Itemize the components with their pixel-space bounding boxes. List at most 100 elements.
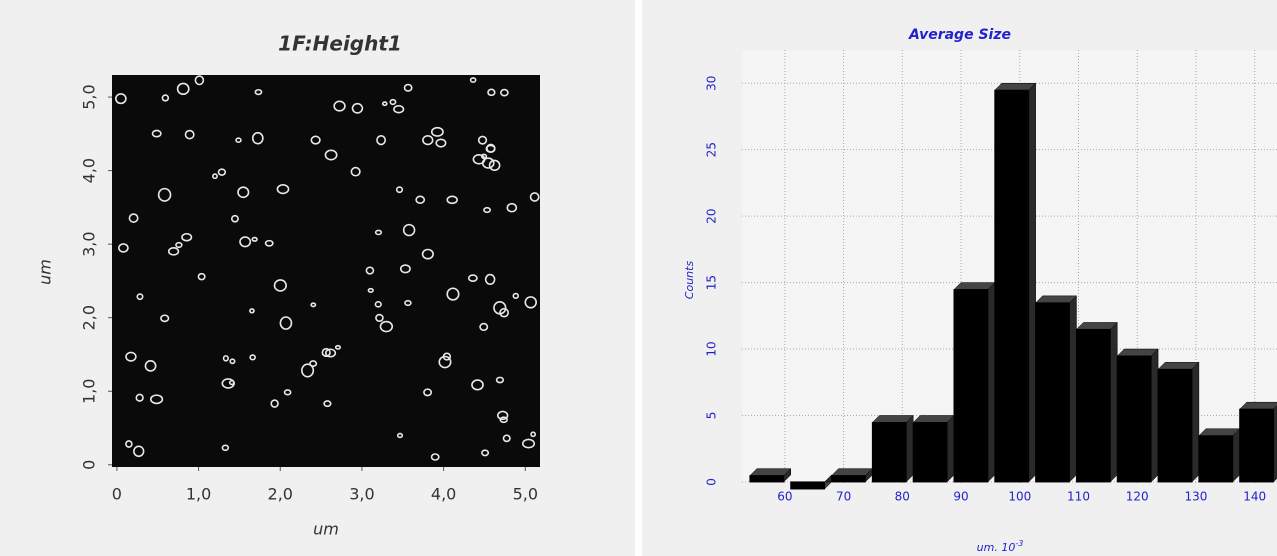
particle xyxy=(365,266,375,275)
bar-top xyxy=(749,468,792,476)
particle xyxy=(228,379,235,386)
particle xyxy=(430,453,440,461)
particle xyxy=(430,126,444,137)
particle xyxy=(506,202,518,213)
x-axis-label: um. 10-3 xyxy=(977,539,1024,555)
particle xyxy=(249,308,255,314)
bar xyxy=(790,481,826,490)
particle xyxy=(160,314,170,323)
particle xyxy=(151,129,162,138)
particle xyxy=(522,438,536,449)
particle xyxy=(270,399,279,408)
bar xyxy=(1116,355,1152,483)
x-axis-label-base: um. 10 xyxy=(977,541,1016,554)
bar xyxy=(1198,435,1234,483)
particle xyxy=(301,363,315,378)
particle xyxy=(446,195,458,205)
particle xyxy=(367,287,374,293)
particle xyxy=(422,135,434,146)
bar-side xyxy=(1110,321,1118,483)
particle xyxy=(495,376,505,384)
particle xyxy=(149,394,164,405)
particle xyxy=(493,301,507,315)
bar xyxy=(1239,408,1275,483)
x-tick-label: 90 xyxy=(953,490,968,504)
bar-top xyxy=(1116,348,1159,357)
bar-top xyxy=(1035,295,1078,304)
bar xyxy=(1035,302,1070,483)
x-tick-label: 120 xyxy=(1126,490,1149,504)
bar xyxy=(831,475,866,483)
particle xyxy=(502,434,511,443)
particle xyxy=(118,243,129,253)
particle xyxy=(375,313,384,323)
particle xyxy=(333,100,346,112)
particle xyxy=(237,186,250,199)
bar-top xyxy=(912,415,955,423)
height-image xyxy=(112,75,540,467)
particle xyxy=(125,351,137,362)
particle xyxy=(350,166,361,177)
particle xyxy=(229,358,236,365)
particle xyxy=(135,393,144,402)
bar xyxy=(871,421,907,483)
bar-top xyxy=(871,415,914,423)
particle xyxy=(276,184,290,195)
bar-top xyxy=(830,468,873,476)
particle xyxy=(161,94,170,102)
particle xyxy=(379,320,394,333)
y-tick-label: 0 xyxy=(80,460,99,470)
particle xyxy=(197,272,206,281)
particle xyxy=(415,195,426,204)
particle xyxy=(221,444,230,452)
bar-side xyxy=(1150,348,1159,483)
x-tick-label: 60 xyxy=(777,490,792,504)
particle xyxy=(144,360,157,372)
bar-side xyxy=(1273,405,1277,483)
particle xyxy=(438,355,452,369)
particle xyxy=(496,410,509,421)
y-tick-label: 25 xyxy=(705,142,719,157)
particle xyxy=(435,138,447,148)
particle xyxy=(524,296,537,309)
x-tick-label: 3,0 xyxy=(349,485,374,504)
bar-top xyxy=(994,82,1037,91)
x-axis-label-exponent: -3 xyxy=(1015,539,1023,548)
particle xyxy=(323,400,332,408)
particle xyxy=(136,293,144,301)
particle xyxy=(499,88,509,97)
bar-side xyxy=(1069,295,1077,483)
particle xyxy=(324,348,337,358)
x-axis-label: um xyxy=(313,520,339,539)
x-tick-label: 5,0 xyxy=(513,485,538,504)
particle xyxy=(483,206,491,214)
particle xyxy=(222,355,229,362)
x-tick-label: 2,0 xyxy=(268,485,293,504)
particle xyxy=(249,354,256,361)
particle xyxy=(157,187,172,202)
bar-top xyxy=(1157,362,1200,370)
histogram-title: Average Size xyxy=(908,27,1011,43)
particle xyxy=(217,168,227,176)
y-tick-label: 5,0 xyxy=(80,84,99,109)
bar-side xyxy=(1028,82,1036,483)
particle xyxy=(264,239,274,247)
particle xyxy=(194,75,205,86)
particles xyxy=(114,75,540,461)
particle xyxy=(175,241,183,249)
particle xyxy=(467,274,478,282)
bar-side xyxy=(1191,361,1200,483)
image-title: 1F:Height1 xyxy=(278,32,402,56)
particle xyxy=(499,307,509,318)
particle xyxy=(351,102,364,114)
bar-side xyxy=(905,414,914,483)
particle xyxy=(389,98,397,106)
particle xyxy=(421,248,434,260)
particle xyxy=(324,149,338,161)
bar-top xyxy=(953,282,996,290)
x-tick-label: 1,0 xyxy=(186,485,211,504)
bar xyxy=(994,89,1030,483)
particle xyxy=(486,143,496,153)
particle xyxy=(484,273,496,286)
particle xyxy=(446,287,460,301)
